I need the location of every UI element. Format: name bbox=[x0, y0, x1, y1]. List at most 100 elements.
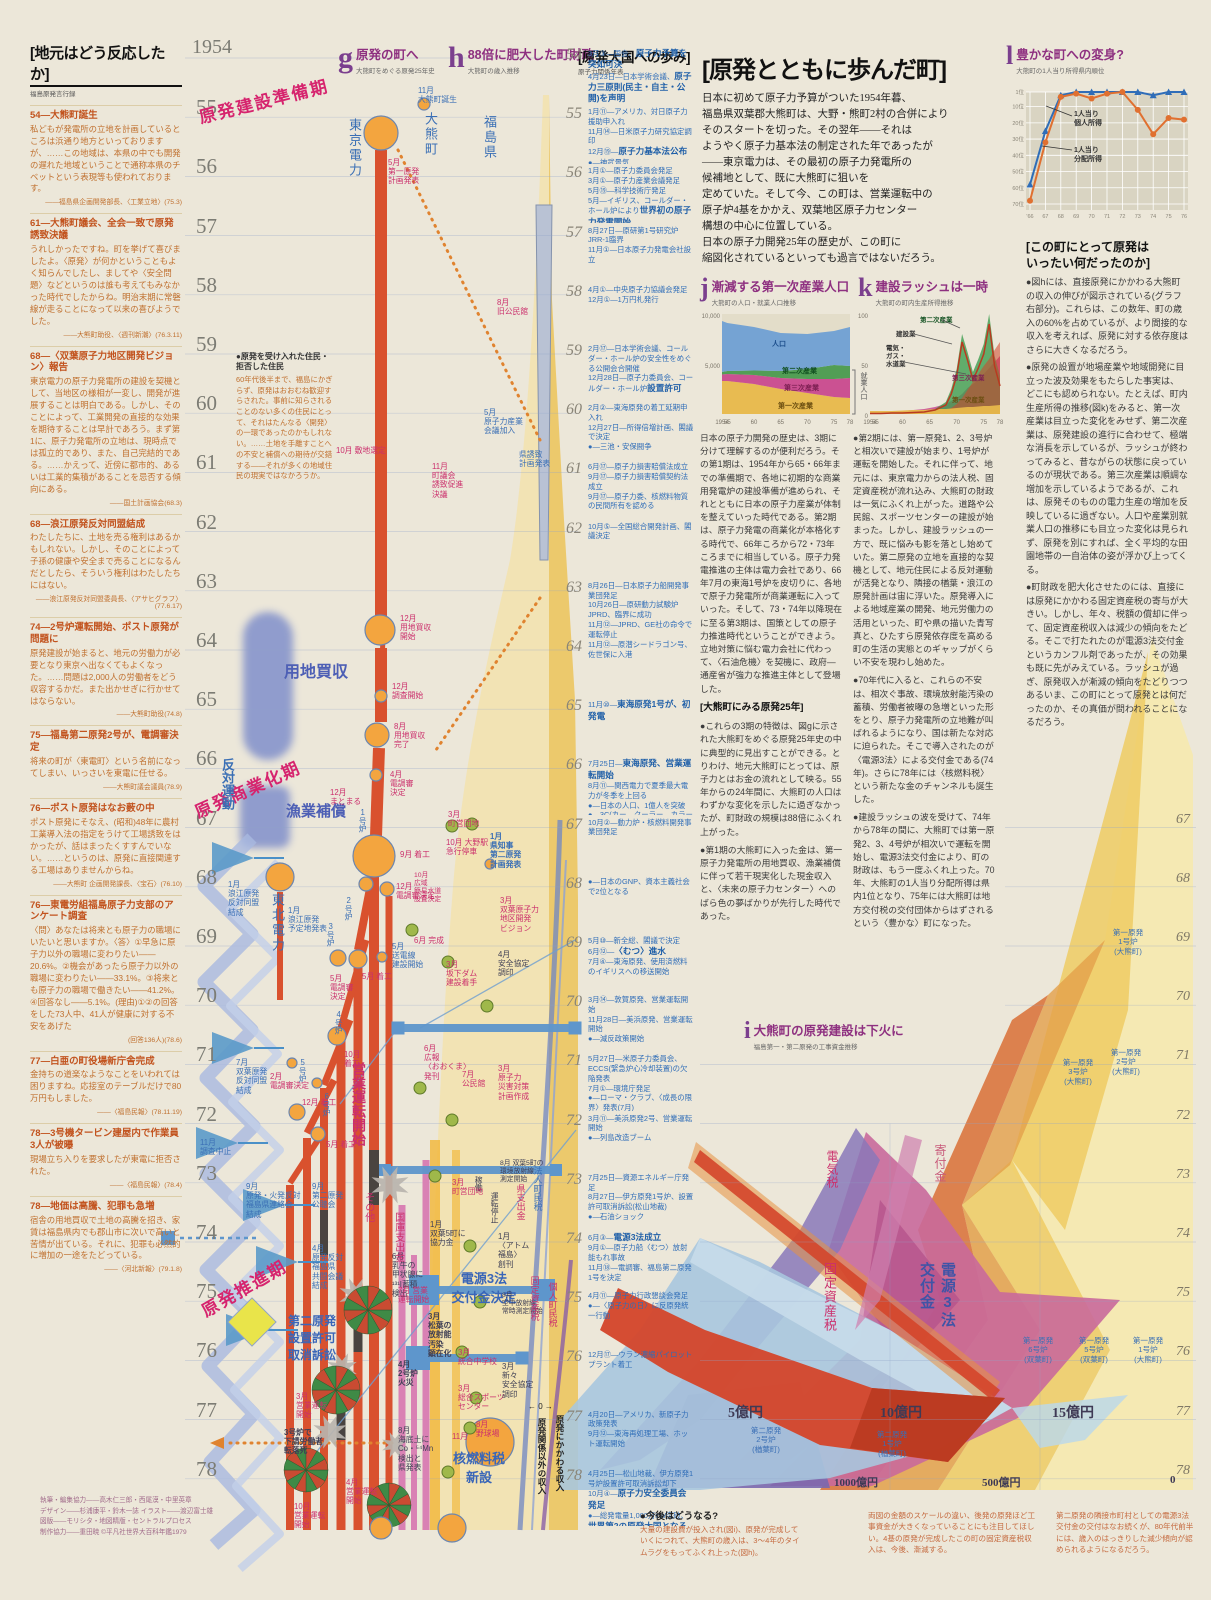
svg-text:10位: 10位 bbox=[1012, 103, 1024, 111]
svg-text:60: 60 bbox=[751, 420, 758, 426]
svg-text:'66: '66 bbox=[1026, 214, 1033, 220]
svg-text:10,000: 10,000 bbox=[702, 314, 721, 320]
section-g-letter: g bbox=[338, 41, 353, 74]
section-g-header: g 原発の町へ 大熊町をめぐる原発25年史 bbox=[338, 41, 435, 76]
svg-text:第二次産業: 第二次産業 bbox=[920, 315, 953, 324]
right-essay-body: ●図hには、直接原発にかかわる大熊町の収入の伸びが図示されている(グラフ右部分)… bbox=[1026, 276, 1188, 730]
section-i-letter: i bbox=[744, 1018, 751, 1044]
section-i-header: i 大熊町の原発建設は下火に 福島第一・第二原発の工事資金推移 bbox=[744, 1018, 904, 1051]
section-j-sub: 大熊町の人口・就業人口推移 bbox=[711, 300, 797, 307]
chart-l-income-rank: 1位 10位 20位 30位 40位 50位 60位 70位'66 67 68 69 70 71 72 73… bbox=[1012, 88, 1188, 220]
svg-text:1954: 1954 bbox=[863, 420, 877, 426]
reaction-entry: 75—福島第二原発2号が、電調審決定 将来の町が〈東電町〉という名前になってしまい… bbox=[30, 725, 182, 791]
svg-text:76: 76 bbox=[1181, 214, 1187, 220]
svg-text:75: 75 bbox=[980, 420, 987, 426]
svg-text:65: 65 bbox=[777, 420, 784, 426]
svg-text:55: 55 bbox=[724, 420, 731, 426]
svg-text:100: 100 bbox=[858, 314, 869, 320]
reaction-entry: 78—3号機タービン建屋内で作業員3人が被曝 現場立ち入りを要求したが東電に拒否さ… bbox=[30, 1123, 182, 1189]
essay-paragraph: 日本の原子力開発の歴史は、3期に分けて理解するのが便利だろう。その第1期は、19… bbox=[700, 433, 843, 694]
svg-text:1位: 1位 bbox=[1015, 88, 1024, 96]
essay-paragraph: ●第2期には、第一原発1、2、3号炉と相次いで建設が始まり、1号炉が運転を開始し… bbox=[853, 433, 994, 668]
svg-text:78: 78 bbox=[997, 420, 1004, 426]
essay-paragraph: ●原発の設置が地場産業や地域開発に目立った波及効果をもたらした事実は、どこにも認… bbox=[1026, 362, 1189, 575]
section-k-letter: k bbox=[858, 273, 873, 302]
national-chronology-header: [原発大国への歩み] 原子力関係年表 bbox=[578, 46, 702, 76]
mid-essay-columns: 日本の原子力開発の歴史は、3期に分けて理解するのが便利だろう。その第1期は、19… bbox=[700, 432, 996, 1032]
section-h-letter: h bbox=[448, 41, 465, 74]
local-reaction-column: [地元はどう反応したか] 福島原発言行録 54—大熊町誕生 私どもが発電所の立地を… bbox=[30, 42, 182, 1273]
svg-text:第一次産業: 第一次産業 bbox=[778, 401, 814, 410]
main-article: [原発とともに歩んだ町] 日本に初めて原子力予算がついた1954年暮、 福島県双… bbox=[702, 50, 1002, 266]
svg-text:71: 71 bbox=[1104, 214, 1110, 220]
svg-text:73: 73 bbox=[1135, 214, 1141, 220]
chronology-title: [原発大国への歩み] bbox=[578, 50, 691, 65]
svg-text:40位: 40位 bbox=[1012, 151, 1024, 159]
essay-paragraph: ●第1期の大熊町に入った金は、第一原子力発電所の用地買収、漁業補償に伴って若干現… bbox=[700, 844, 843, 921]
section-k-title: 建設ラッシュは一時 bbox=[875, 280, 988, 294]
svg-text:78: 78 bbox=[847, 420, 854, 426]
essay-paragraph: ●これらの3期の特徴は、図gに示された大熊町をめぐる原発25年史の中に典型的に見… bbox=[700, 721, 842, 837]
svg-text:60: 60 bbox=[899, 420, 906, 426]
section-g-sub: 大熊町をめぐる原発25年史 bbox=[356, 68, 435, 75]
section-h-header: h 88倍に肥大した町財政 大熊町の歳入推移 bbox=[448, 41, 595, 76]
section-g-title: 原発の町へ bbox=[356, 48, 419, 62]
svg-text:第三次産業: 第三次産業 bbox=[952, 373, 985, 382]
reaction-entry: 76—ポスト原発はなお薮の中 ポスト原発にそなえ、(昭和)48年に農村工業導入法の… bbox=[30, 798, 182, 888]
svg-text:個人所得: 個人所得 bbox=[1073, 118, 1102, 127]
svg-text:70: 70 bbox=[1089, 214, 1095, 220]
svg-text:55: 55 bbox=[872, 420, 879, 426]
residents-quote-header: ●原発を受け入れた住民・拒否した住民 bbox=[236, 352, 329, 372]
svg-text:1人当り: 1人当り bbox=[1074, 145, 1099, 154]
section-l-sub: 大熊町の1人当り所得県内順位 bbox=[1016, 68, 1105, 75]
svg-text:0: 0 bbox=[865, 414, 869, 420]
local-reaction-subheader: 福島原発言行録 bbox=[30, 91, 76, 98]
chronology-subtitle: 原子力関係年表 bbox=[578, 69, 624, 76]
local-reaction-header: [地元はどう反応したか] bbox=[30, 42, 182, 87]
svg-text:67: 67 bbox=[1042, 214, 1048, 220]
svg-text:70: 70 bbox=[804, 420, 811, 426]
svg-text:ガス・: ガス・ bbox=[886, 351, 906, 360]
section-k-sub: 大熊町の町内生産所得推移 bbox=[875, 300, 954, 307]
svg-text:68: 68 bbox=[1058, 214, 1064, 220]
reaction-entry: 77—白亜の町役場新庁舎完成 金持ちの道楽なようなことをいわれては困りますね。応接… bbox=[30, 1050, 182, 1116]
reaction-entry: 76—東電労組福島原子力支部のアンケート調査 〈問〉あなたは将来とも原子力の職場に… bbox=[30, 894, 182, 1044]
residents-quote-body: 60年代後半まで、福島にかぎらず、原発はおおむね歓迎すらされた。事前に知らされる… bbox=[236, 374, 333, 481]
section-j-header: j 漸減する第一次産業人口 大熊町の人口・就業人口推移 bbox=[700, 275, 849, 307]
svg-text:20位: 20位 bbox=[1012, 119, 1024, 127]
section-l-letter: l bbox=[1006, 41, 1014, 70]
svg-text:69: 69 bbox=[1073, 214, 1079, 220]
painted-shapes bbox=[240, 95, 1193, 1531]
section-l-title: 豊かな町への変身? bbox=[1016, 48, 1124, 62]
svg-text:65: 65 bbox=[926, 420, 933, 426]
credit-line: 図版——モリシタ・地図精版・セントラルプロセス bbox=[40, 1518, 192, 1526]
svg-text:第一次産業: 第一次産業 bbox=[952, 395, 985, 404]
svg-text:第三次産業: 第三次産業 bbox=[784, 383, 820, 392]
essay-paragraph: ●70年代に入ると、これらの不安は、相次ぐ事故、環境放射能汚染の蓄積、労働者被曝… bbox=[853, 675, 994, 805]
reaction-entry: 61—大熊町議会、全会一致で原発誘致決議 うれしかったですね。町を挙げて喜びました… bbox=[30, 213, 182, 339]
svg-text:72: 72 bbox=[1119, 214, 1125, 220]
svg-text:50位: 50位 bbox=[1012, 168, 1024, 176]
svg-text:60位: 60位 bbox=[1012, 184, 1024, 192]
section-k-header: k 建設ラッシュは一時 大熊町の町内生産所得推移 bbox=[858, 273, 988, 307]
reaction-entry: 78—地価は高騰、犯罪も急増 宿舎の用地買収で土地の高騰を招き、家賃は福島県内でも… bbox=[30, 1195, 182, 1273]
local-reaction-entries: 54—大熊町誕生 私どもが発電所の立地を計画しているところは浜通り地方といっており… bbox=[30, 105, 182, 1273]
svg-text:75: 75 bbox=[1166, 214, 1172, 220]
credit-line: 制作協力——重田暁 ©平凡社世界大百科年鑑1979 bbox=[40, 1528, 187, 1536]
section-h-sub: 大熊町の歳入推移 bbox=[467, 68, 520, 75]
mid-essay-body: 日本の原子力開発の歴史は、3期に分けて理解するのが便利だろう。その第1期は、19… bbox=[700, 432, 996, 1032]
svg-text:74: 74 bbox=[1150, 214, 1156, 220]
residents-quote-block: ●原発を受け入れた住民・拒否した住民 60年代後半まで、福島にかぎらず、原発はお… bbox=[236, 352, 334, 482]
section-h-title: 88倍に肥大した町財政 bbox=[467, 48, 595, 62]
main-intro: 日本に初めて原子力予算がついた1954年暮、 福島県双葉郡大熊町は、大野・熊町2… bbox=[702, 93, 949, 264]
svg-text:5,000: 5,000 bbox=[705, 364, 721, 370]
svg-text:1954: 1954 bbox=[715, 420, 729, 426]
essay-paragraph: [大熊町にみる原発25年] bbox=[700, 701, 804, 713]
right-essay-column: [この町にとって原発は いったい何だったのか] ●図hには、直接原発にかかわる大… bbox=[1026, 240, 1188, 734]
svg-text:75: 75 bbox=[831, 420, 838, 426]
svg-text:第二次産業: 第二次産業 bbox=[782, 366, 818, 375]
svg-text:50: 50 bbox=[861, 364, 868, 370]
